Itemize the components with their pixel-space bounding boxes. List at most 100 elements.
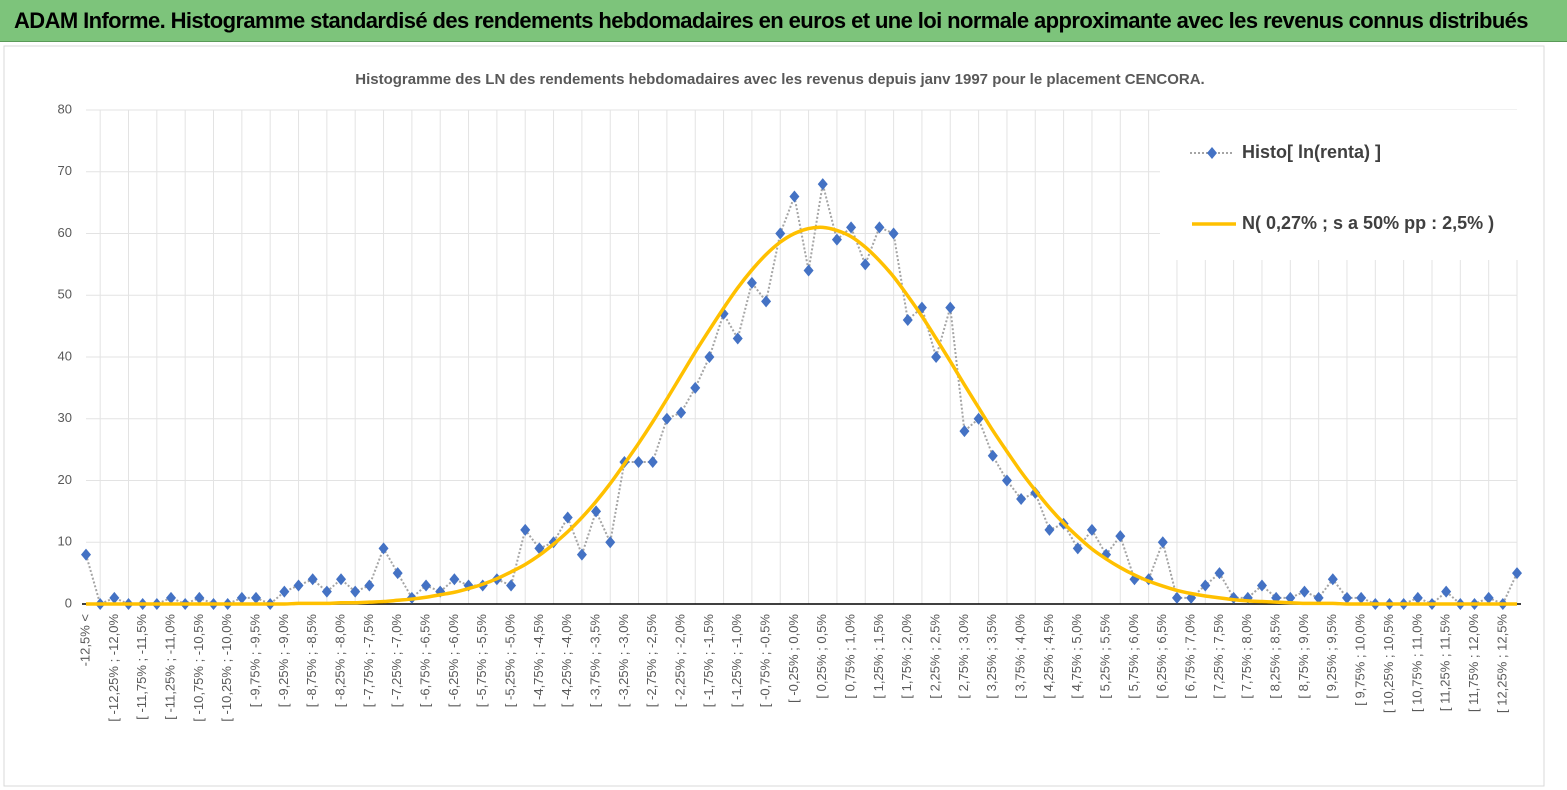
diamond-marker <box>1200 579 1211 592</box>
x-tick-label: [ 8,75% ; 9,0% <box>1296 614 1311 699</box>
diamond-marker <box>831 233 842 246</box>
diamond-marker <box>1285 591 1296 604</box>
diamond-marker <box>1356 591 1367 604</box>
diamond-marker <box>562 511 573 524</box>
diamond-marker <box>647 455 658 468</box>
x-tick-label: [ 5,25% ; 5,5% <box>1098 614 1113 699</box>
diamond-marker <box>987 449 998 462</box>
x-tick-label: [ -0,75% ; -0,5% <box>758 614 773 708</box>
legend-label: Histo[ ln(renta) ] <box>1242 142 1381 162</box>
diamond-marker <box>364 579 375 592</box>
header-title: ADAM Informe. Histogramme standardisé de… <box>14 8 1529 33</box>
legend-marker <box>1207 147 1217 159</box>
x-tick-label: [ -11,75% ; -11,5% <box>134 614 149 720</box>
diamond-marker <box>761 295 772 308</box>
diamond-marker <box>732 332 743 345</box>
diamond-marker <box>860 258 871 271</box>
diamond-marker <box>1001 474 1012 487</box>
x-tick-label: [ 1,25% ; 1,5% <box>871 614 886 699</box>
diamond-marker <box>817 178 828 191</box>
diamond-marker <box>506 579 517 592</box>
diamond-marker <box>803 264 814 277</box>
diamond-marker <box>1044 523 1055 536</box>
x-tick-label: [ 5,75% ; 6,0% <box>1126 614 1141 699</box>
diamond-marker <box>945 301 956 314</box>
x-tick-label: [ -8,25% ; -8,0% <box>332 614 347 708</box>
x-tick-label: [ -11,25% ; -11,0% <box>162 614 177 720</box>
x-tick-label: [ -2,25% ; -2,0% <box>673 614 688 708</box>
diamond-marker <box>746 276 757 289</box>
x-tick-label: [ -12,25% ; -12,0% <box>106 614 121 722</box>
diamond-marker <box>1299 585 1310 598</box>
legend-label: N( 0,27% ; s a 50% pp : 2,5% ) <box>1242 213 1494 233</box>
x-tick-label: [ 8,25% ; 8,5% <box>1268 614 1283 699</box>
diamond-marker <box>633 455 644 468</box>
diamond-marker <box>1341 591 1352 604</box>
x-tick-label: [ 4,75% ; 5,0% <box>1069 614 1084 699</box>
x-tick-label: [ 9,75% ; 10,0% <box>1353 614 1368 706</box>
diamond-marker <box>959 425 970 438</box>
diamond-marker <box>1412 591 1423 604</box>
x-tick-label: [ 11,75% ; 12,0% <box>1466 614 1481 712</box>
diamond-marker <box>1171 591 1182 604</box>
diamond-marker <box>449 573 460 586</box>
diamond-marker <box>1441 585 1452 598</box>
x-tick-label: [ -4,25% ; -4,0% <box>559 614 574 708</box>
x-tick-label: [ 7,25% ; 7,5% <box>1211 614 1226 699</box>
diamond-marker <box>775 227 786 240</box>
x-tick-label: [ -8,75% ; -8,5% <box>304 614 319 708</box>
diamond-marker <box>1483 591 1494 604</box>
diamond-marker <box>576 548 587 561</box>
x-tick-label: [ -6,25% ; -6,0% <box>446 614 461 708</box>
diamond-marker <box>874 221 885 234</box>
x-tick-label: [ -1,75% ; -1,5% <box>701 614 716 708</box>
x-tick-label: [ -4,75% ; -4,5% <box>531 614 546 708</box>
x-tick-label: [ 10,25% ; 10,5% <box>1381 614 1396 713</box>
x-tick-label: [ 3,25% ; 3,5% <box>984 614 999 699</box>
x-tick-label: -12,5% < <box>77 614 92 666</box>
x-tick-label: [ -5,25% ; -5,0% <box>502 614 517 708</box>
x-tick-label: [ -1,25% ; -1,0% <box>729 614 744 708</box>
x-tick-label: [ 2,25% ; 2,5% <box>928 614 943 699</box>
diamond-marker <box>1016 493 1027 506</box>
x-tick-label: [ -10,75% ; -10,5% <box>191 614 206 722</box>
diamond-marker <box>973 412 984 425</box>
chart-title: Histogramme des LN des rendements hebdom… <box>355 71 1204 88</box>
diamond-marker <box>251 591 262 604</box>
diamond-marker <box>279 585 290 598</box>
x-tick-label: [ 0,75% ; 1,0% <box>843 614 858 699</box>
diamond-marker <box>1512 567 1522 580</box>
diamond-marker <box>293 579 304 592</box>
diamond-marker <box>1214 567 1225 580</box>
diamond-marker <box>846 221 857 234</box>
diamond-marker <box>789 190 800 203</box>
diamond-marker <box>591 505 602 518</box>
diamond-marker <box>661 412 672 425</box>
diamond-marker <box>1327 573 1338 586</box>
y-tick-label: 40 <box>58 348 72 363</box>
x-tick-label: [ 6,75% ; 7,0% <box>1183 614 1198 699</box>
diamond-marker <box>931 351 942 363</box>
x-tick-label: [ -9,75% ; -9,5% <box>247 614 262 708</box>
diamond-marker <box>81 548 91 561</box>
diamond-marker <box>520 523 531 536</box>
diamond-marker <box>392 567 403 580</box>
x-tick-label: [ 2,75% ; 3,0% <box>956 614 971 699</box>
diamond-marker <box>321 585 332 598</box>
x-tick-label: [ -7,75% ; -7,5% <box>361 614 376 708</box>
x-tick-label: [ 1,75% ; 2,0% <box>899 614 914 699</box>
diamond-marker <box>1157 536 1168 549</box>
y-tick-label: 80 <box>58 101 72 116</box>
x-tick-label: [ 4,25% ; 4,5% <box>1041 614 1056 699</box>
diamond-marker <box>676 406 687 419</box>
diamond-marker <box>1086 523 1097 536</box>
diamond-marker <box>307 573 318 586</box>
x-tick-label: [ -6,75% ; -6,5% <box>417 614 432 708</box>
legend-box <box>1160 110 1520 260</box>
diamond-marker <box>704 351 715 363</box>
x-tick-label: [ 7,75% ; 8,0% <box>1239 614 1254 699</box>
diamond-marker <box>690 381 701 394</box>
x-tick-label: [ -5,75% ; -5,5% <box>474 614 489 708</box>
y-tick-label: 50 <box>58 287 72 302</box>
header: ADAM Informe. Histogramme standardisé de… <box>0 0 1567 42</box>
